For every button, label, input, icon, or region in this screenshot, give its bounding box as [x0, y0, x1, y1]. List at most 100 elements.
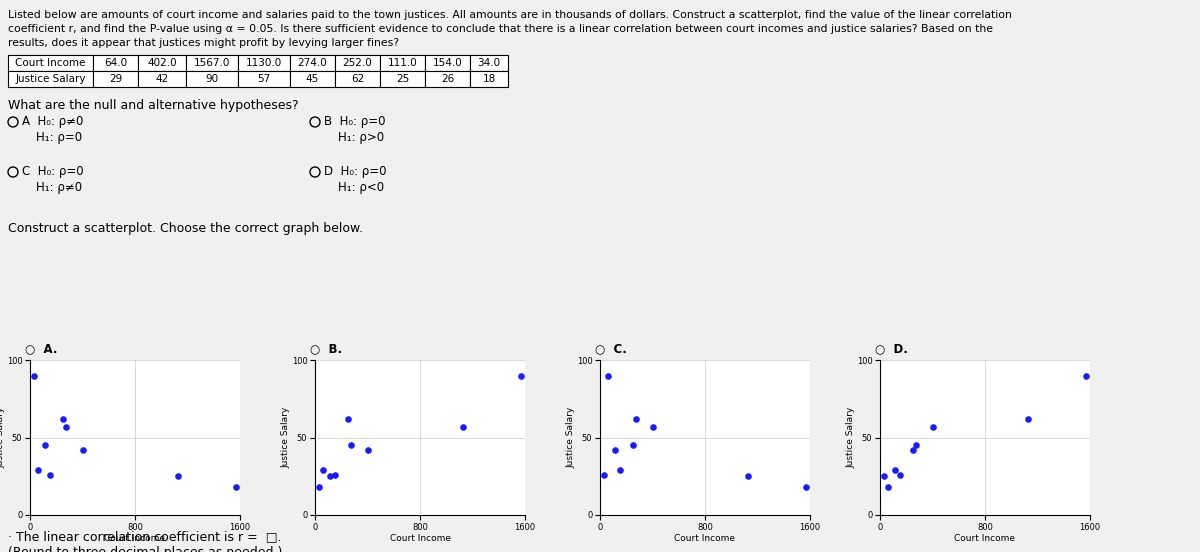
Y-axis label: Justice Salary: Justice Salary: [846, 407, 856, 468]
Point: [56, 422, 76, 431]
FancyBboxPatch shape: [238, 71, 290, 87]
FancyBboxPatch shape: [290, 55, 335, 71]
Point: [73, 445, 92, 454]
Point: [906, 441, 925, 450]
X-axis label: Court Income: Court Income: [954, 534, 1015, 543]
Text: 1567.0: 1567.0: [194, 58, 230, 68]
X-axis label: Court Income: Court Income: [674, 534, 736, 543]
Point: [25, 371, 44, 380]
Text: 42: 42: [155, 74, 169, 84]
Point: [325, 470, 344, 479]
Text: 111.0: 111.0: [388, 58, 418, 68]
Point: [29, 466, 48, 475]
Text: Construct a scatterplot. Choose the correct graph below.: Construct a scatterplot. Choose the corr…: [8, 222, 364, 235]
FancyBboxPatch shape: [238, 55, 290, 71]
FancyBboxPatch shape: [425, 55, 470, 71]
FancyBboxPatch shape: [94, 71, 138, 87]
Text: 62: 62: [350, 74, 364, 84]
Point: [454, 422, 473, 431]
Text: 57: 57: [257, 74, 271, 84]
Point: [358, 445, 377, 454]
FancyBboxPatch shape: [470, 71, 508, 87]
Text: Listed below are amounts of court income and salaries paid to the town justices.: Listed below are amounts of court income…: [8, 10, 1012, 20]
Y-axis label: Justice Salary: Justice Salary: [566, 407, 575, 468]
Point: [341, 441, 360, 450]
Point: [643, 422, 662, 431]
Text: ○  D.: ○ D.: [875, 342, 908, 355]
Text: ○  A.: ○ A.: [25, 342, 58, 355]
X-axis label: Court Income: Court Income: [390, 534, 450, 543]
Text: H₁: ρ=0: H₁: ρ=0: [36, 130, 82, 144]
Text: 45: 45: [306, 74, 319, 84]
Y-axis label: Justice Salary: Justice Salary: [281, 407, 290, 468]
Text: 26: 26: [440, 74, 454, 84]
Point: [1019, 415, 1038, 423]
Point: [41, 470, 60, 479]
Text: results, does it appear that justices might profit by levying larger fines?: results, does it appear that justices mi…: [8, 38, 398, 48]
FancyBboxPatch shape: [8, 71, 94, 87]
Point: [1076, 371, 1096, 380]
Point: [796, 482, 815, 491]
Point: [878, 482, 898, 491]
FancyBboxPatch shape: [94, 55, 138, 71]
Text: Court Income: Court Income: [16, 58, 85, 68]
Text: Justice Salary: Justice Salary: [16, 74, 85, 84]
Point: [890, 470, 910, 479]
Point: [338, 415, 358, 423]
Point: [875, 472, 894, 481]
Point: [226, 482, 245, 491]
Text: H₁: ρ>0: H₁: ρ>0: [338, 130, 384, 144]
Text: ○  B.: ○ B.: [310, 342, 342, 355]
Text: ○  C.: ○ C.: [595, 342, 626, 355]
Point: [310, 482, 329, 491]
Point: [626, 415, 646, 423]
Text: A  H₀: ρ≠0: A H₀: ρ≠0: [22, 115, 83, 129]
Point: [595, 470, 614, 479]
Point: [54, 415, 73, 423]
Point: [320, 472, 340, 481]
Text: 29: 29: [109, 74, 122, 84]
Text: H₁: ρ≠0: H₁: ρ≠0: [36, 181, 82, 194]
Text: 252.0: 252.0: [343, 58, 372, 68]
Text: 18: 18: [482, 74, 496, 84]
Point: [624, 441, 643, 450]
Text: 25: 25: [396, 74, 409, 84]
Text: (Round to three decimal places as needed.): (Round to three decimal places as needed…: [8, 546, 282, 552]
Text: D  H₀: ρ=0: D H₀: ρ=0: [324, 166, 386, 178]
FancyBboxPatch shape: [470, 55, 508, 71]
Text: 274.0: 274.0: [298, 58, 328, 68]
Point: [611, 466, 630, 475]
Point: [923, 422, 942, 431]
FancyBboxPatch shape: [8, 55, 94, 71]
Point: [739, 472, 758, 481]
Point: [169, 472, 188, 481]
Text: coefficient r, and find the P-value using α = 0.05. Is there sufficient evidence: coefficient r, and find the P-value usin…: [8, 24, 994, 34]
Text: 90: 90: [205, 74, 218, 84]
Text: 34.0: 34.0: [478, 58, 500, 68]
Text: 64.0: 64.0: [104, 58, 127, 68]
Text: 1130.0: 1130.0: [246, 58, 282, 68]
Point: [605, 445, 624, 454]
Point: [35, 441, 54, 450]
FancyBboxPatch shape: [138, 55, 186, 71]
Text: B  H₀: ρ=0: B H₀: ρ=0: [324, 115, 385, 129]
FancyBboxPatch shape: [425, 71, 470, 87]
Text: C  H₀: ρ=0: C H₀: ρ=0: [22, 166, 84, 178]
Text: 402.0: 402.0: [148, 58, 176, 68]
FancyBboxPatch shape: [186, 55, 238, 71]
Text: H₁: ρ<0: H₁: ρ<0: [338, 181, 384, 194]
Point: [884, 466, 904, 475]
Point: [904, 445, 923, 454]
FancyBboxPatch shape: [138, 71, 186, 87]
FancyBboxPatch shape: [186, 71, 238, 87]
FancyBboxPatch shape: [335, 55, 380, 71]
FancyBboxPatch shape: [335, 71, 380, 87]
Text: What are the null and alternative hypotheses?: What are the null and alternative hypoth…: [8, 99, 299, 112]
Text: 154.0: 154.0: [433, 58, 462, 68]
FancyBboxPatch shape: [380, 71, 425, 87]
X-axis label: Court Income: Court Income: [104, 534, 166, 543]
FancyBboxPatch shape: [380, 55, 425, 71]
Point: [599, 371, 618, 380]
FancyBboxPatch shape: [290, 71, 335, 87]
Point: [314, 466, 334, 475]
